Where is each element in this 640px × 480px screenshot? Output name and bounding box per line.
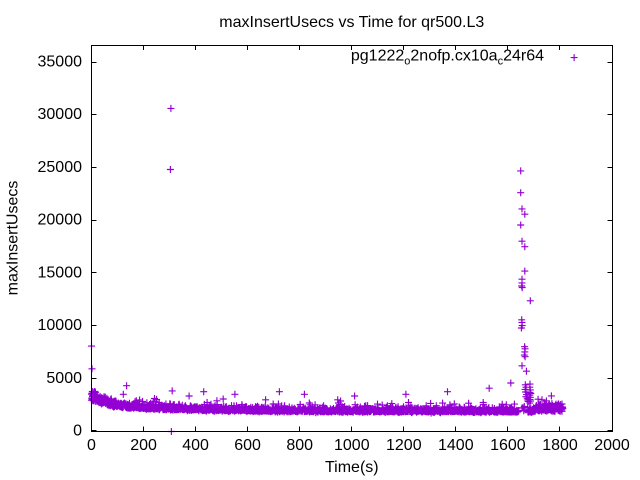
- svg-text:2000: 2000: [594, 437, 630, 454]
- svg-text:1800: 1800: [542, 437, 578, 454]
- svg-text:Time(s): Time(s): [325, 459, 379, 476]
- svg-text:200: 200: [130, 437, 157, 454]
- svg-text:maxInsertUsecs: maxInsertUsecs: [5, 181, 22, 296]
- svg-text:10000: 10000: [38, 317, 83, 334]
- svg-text:1400: 1400: [438, 437, 474, 454]
- svg-text:800: 800: [286, 437, 313, 454]
- svg-text:1600: 1600: [490, 437, 526, 454]
- svg-text:1200: 1200: [386, 437, 422, 454]
- svg-text:pg1222o2nofp.cx10ac24r64: pg1222o2nofp.cx10ac24r64: [351, 48, 544, 68]
- svg-text:1000: 1000: [334, 437, 370, 454]
- svg-text:5000: 5000: [46, 370, 82, 387]
- svg-text:600: 600: [234, 437, 261, 454]
- svg-text:400: 400: [182, 437, 209, 454]
- svg-text:0: 0: [73, 423, 82, 440]
- svg-text:30000: 30000: [38, 106, 83, 123]
- svg-text:0: 0: [87, 437, 96, 454]
- svg-text:25000: 25000: [38, 159, 83, 176]
- svg-text:20000: 20000: [38, 212, 83, 229]
- svg-text:maxInsertUsecs vs Time for qr5: maxInsertUsecs vs Time for qr500.L3: [219, 14, 484, 31]
- svg-text:35000: 35000: [38, 54, 83, 71]
- svg-text:15000: 15000: [38, 264, 83, 281]
